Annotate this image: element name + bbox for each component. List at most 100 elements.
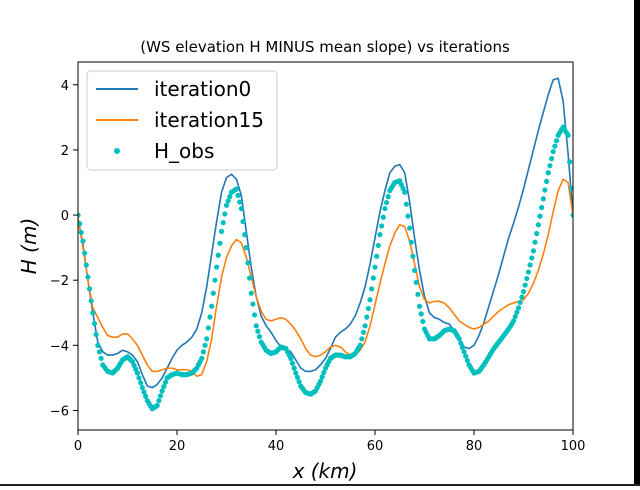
data-point — [369, 286, 375, 292]
data-point — [567, 159, 573, 165]
data-point — [93, 331, 99, 338]
data-point — [78, 229, 84, 236]
data-point — [357, 342, 363, 348]
y-axis: −6 −4 −2 0 2 4 — [50, 79, 78, 419]
data-point — [364, 314, 370, 320]
series-line-iteration0 — [78, 77, 573, 389]
data-point — [317, 378, 324, 384]
data-point — [540, 196, 546, 202]
data-point — [370, 275, 376, 281]
data-point — [514, 309, 520, 315]
data-point — [520, 288, 527, 295]
data-point — [296, 379, 302, 385]
data-point — [161, 383, 167, 390]
data-point — [235, 192, 241, 199]
data-point — [377, 232, 383, 238]
data-point — [359, 336, 365, 342]
data-point — [289, 360, 296, 366]
data-point — [382, 205, 388, 212]
data-point — [227, 194, 233, 200]
data-point — [535, 222, 541, 228]
data-point — [143, 393, 149, 399]
data-point — [374, 253, 380, 259]
data-point — [379, 223, 385, 229]
data-point — [464, 357, 470, 364]
data-point — [519, 294, 525, 300]
legend: iteration0 iteration15 H_obs — [86, 70, 278, 171]
data-point — [547, 163, 553, 169]
data-point — [294, 374, 301, 380]
data-point — [456, 336, 462, 342]
data-point — [530, 248, 537, 254]
data-point — [570, 212, 573, 218]
data-point — [522, 282, 528, 288]
data-point — [416, 303, 423, 309]
data-point — [218, 228, 225, 234]
data-point — [461, 349, 467, 355]
data-point — [247, 275, 253, 281]
data-point — [407, 225, 413, 231]
x-axis-label: x (km) — [292, 459, 358, 483]
data-point — [319, 374, 325, 380]
data-point — [510, 318, 517, 324]
data-point — [141, 389, 147, 395]
data-point — [253, 323, 259, 329]
data-point — [293, 370, 299, 376]
data-point — [532, 239, 538, 245]
data-point — [548, 156, 555, 162]
data-point — [420, 318, 426, 325]
data-point — [212, 277, 218, 283]
data-point — [96, 349, 103, 355]
data-point — [385, 194, 391, 200]
data-point — [90, 310, 96, 316]
data-point — [527, 262, 533, 268]
data-point — [403, 201, 409, 207]
data-point — [405, 213, 411, 219]
legend-label: iteration0 — [154, 77, 251, 101]
data-point — [544, 178, 550, 185]
data-point — [525, 269, 532, 275]
legend-box — [86, 70, 278, 171]
data-point — [154, 402, 160, 409]
data-point — [240, 218, 246, 225]
data-point — [517, 299, 523, 306]
data-point — [568, 185, 573, 192]
series-layer — [78, 77, 573, 412]
data-point — [200, 349, 206, 355]
data-point — [458, 340, 464, 346]
x-tick-label: 100 — [561, 439, 586, 454]
data-point — [82, 250, 88, 256]
data-point — [159, 388, 165, 394]
y-tick-label: −4 — [50, 339, 69, 354]
data-point — [410, 253, 416, 259]
data-point — [243, 245, 249, 251]
data-point — [383, 199, 390, 206]
data-point — [553, 138, 560, 144]
data-point — [83, 262, 89, 268]
data-point — [223, 202, 230, 208]
x-tick-label: 40 — [268, 439, 285, 454]
data-point — [539, 204, 545, 211]
y-tick-label: 2 — [61, 144, 69, 159]
data-point — [565, 132, 571, 138]
data-point — [360, 329, 367, 335]
data-point — [138, 380, 144, 386]
data-point — [238, 205, 244, 212]
data-point — [204, 336, 210, 342]
data-point — [162, 379, 169, 385]
data-point — [362, 323, 368, 329]
series-line-iteration15 — [78, 178, 573, 378]
data-point — [202, 342, 208, 348]
data-point — [136, 375, 142, 381]
data-point — [550, 148, 556, 155]
data-point — [217, 240, 223, 246]
data-point — [250, 301, 256, 307]
data-point — [375, 242, 381, 249]
window-edge — [634, 0, 640, 486]
legend-label: iteration15 — [154, 108, 264, 132]
data-point — [367, 297, 373, 303]
y-tick-label: −6 — [50, 404, 69, 419]
data-point — [95, 342, 101, 348]
data-point — [139, 385, 145, 391]
